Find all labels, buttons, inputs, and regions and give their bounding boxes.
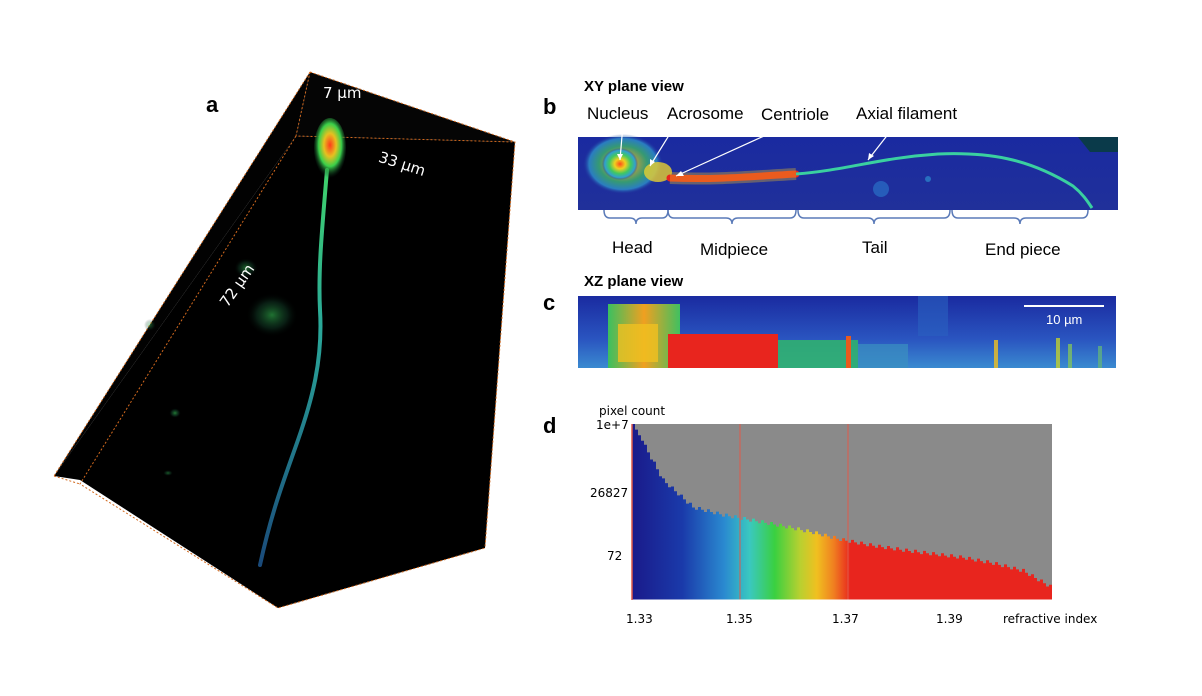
blob — [169, 408, 181, 418]
label-centriole: Centriole — [761, 105, 830, 124]
dim-label-top: 7 µm — [323, 84, 362, 102]
panel-letter-b: b — [543, 94, 557, 119]
blob — [234, 258, 258, 278]
ytick-label: 1e+7 — [596, 418, 629, 432]
label-acrosome: Acrosome — [667, 104, 744, 123]
xtick-label: 1.35 — [726, 612, 753, 626]
xy-midpiece — [666, 170, 800, 183]
xy-acrosome — [644, 162, 672, 182]
label-axial-filament: Axial filament — [856, 104, 958, 123]
xy-tail — [795, 152, 1094, 209]
xy-view-title: XY plane view — [584, 78, 684, 95]
label-tail: Tail — [862, 238, 888, 257]
xz-midpiece — [668, 334, 778, 368]
ytick-label: 26827 — [590, 486, 629, 500]
panel-a-3d-render — [53, 71, 516, 609]
hist-ylabel: pixel count — [599, 404, 666, 418]
xz-view-title: XZ plane view — [584, 273, 684, 290]
sperm-head — [314, 118, 346, 178]
blob — [144, 319, 156, 331]
label-nucleus: Nucleus — [587, 104, 649, 123]
label-head: Head — [612, 238, 653, 257]
label-end-piece: End piece — [985, 240, 1061, 259]
panel-letter-a: a — [206, 92, 219, 117]
hist-xlabel: refractive index — [1003, 612, 1098, 626]
sperm-tail — [258, 168, 329, 567]
panel-letter-d: d — [543, 413, 557, 438]
xtick-label: 1.39 — [936, 612, 963, 626]
box-top-face — [296, 72, 515, 142]
panel-letter-c: c — [543, 290, 556, 315]
xy-nucleus — [602, 148, 638, 180]
xz-plane-image — [578, 296, 1116, 368]
xtick-label: 1.33 — [626, 612, 653, 626]
histogram-chart — [631, 424, 1052, 601]
label-midpiece: Midpiece — [700, 240, 769, 259]
histogram-bars — [632, 424, 1052, 600]
xy-plane-image — [578, 124, 1118, 225]
ytick-label: 72 — [607, 549, 623, 563]
box-side-face — [54, 72, 310, 476]
blob — [246, 293, 298, 337]
xtick-label: 1.37 — [832, 612, 859, 626]
scale-bar-label: 10 µm — [1046, 312, 1083, 327]
box-main-face — [54, 136, 515, 608]
blob — [163, 470, 173, 476]
